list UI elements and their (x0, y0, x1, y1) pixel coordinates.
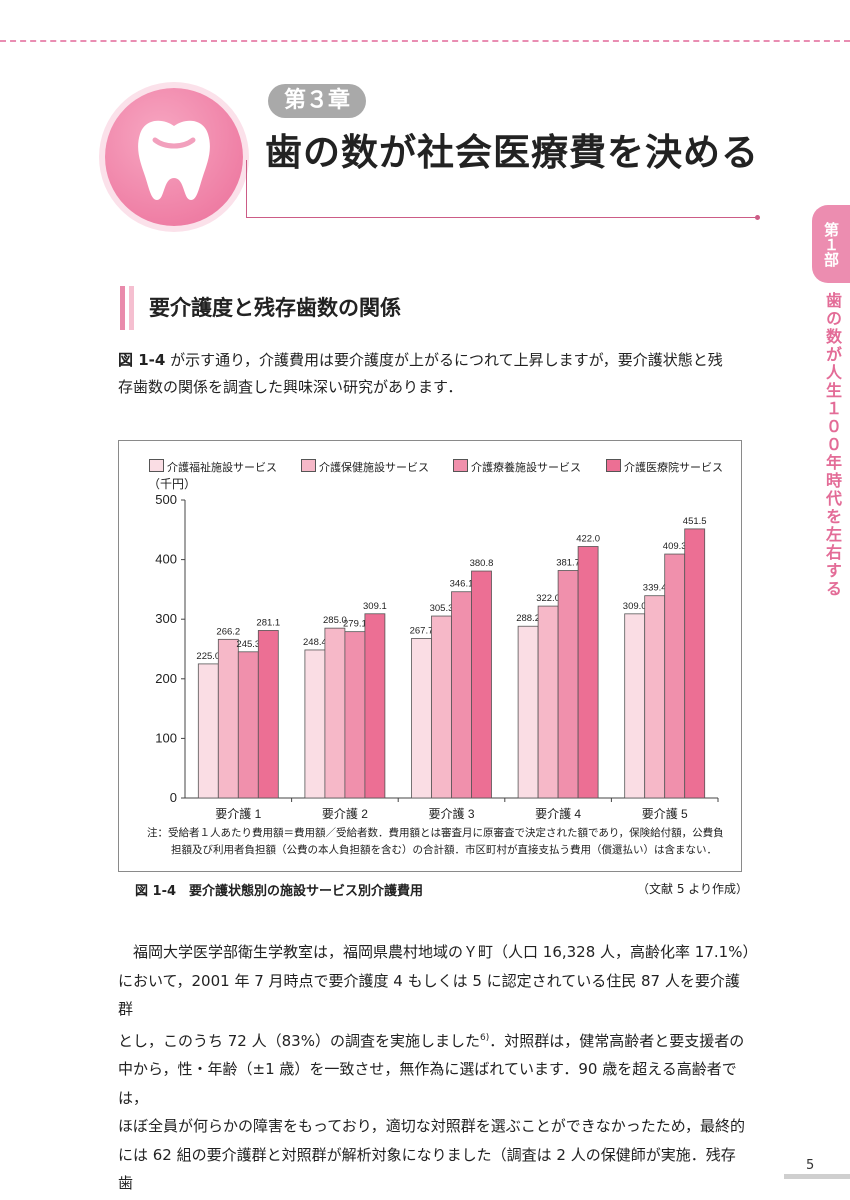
intro-line-1-text: が示す通り，介護費用は要介護度が上がるにつれて上昇しますが，要介護状態と残 (170, 351, 723, 369)
figure-reference: 図 1-4 (118, 351, 166, 369)
legend-swatch-4 (606, 459, 621, 472)
body-line-3b: ．対照群は，健常高齢者と要支援者の (489, 1031, 745, 1050)
chart-note: 注：受給者１人あたり費用額＝費用額／受給者数．費用額とは審査月に原審査で決定され… (147, 825, 727, 859)
chart-note-line-1: 注：受給者１人あたり費用額＝費用額／受給者数．費用額とは審査月に原審査で決定され… (147, 827, 724, 839)
page-number-bar (784, 1174, 850, 1179)
body-line-4: 中から，性・年齢（±1 歳）を一致させ，無作為に選ばれています．90 歳を超える… (118, 1060, 737, 1107)
section-heading: 要介護度と残存歯数の関係 (149, 296, 401, 320)
legend-item-3: 介護療養施設サービス (453, 459, 581, 475)
tooth-icon (105, 88, 243, 226)
part-tab: 第１部 (812, 205, 850, 283)
page-number: 5 (806, 1158, 815, 1173)
legend-label-2: 介護保健施設サービス (319, 461, 429, 474)
body-line-1: 福岡大学医学部衛生学教室は，福岡県農村地域のＹ町（人口 16,328 人，高齢化… (133, 943, 758, 961)
legend-swatch-2 (301, 459, 316, 472)
title-rule-dot (755, 215, 760, 220)
legend-item-2: 介護保健施設サービス (301, 459, 429, 475)
part-label: 第１部 (822, 221, 840, 267)
chart-note-line-2: 担額及び利用者負担額（公費の本人負担額を含む）の合計額．市区町村が直接支払う費用… (171, 844, 717, 856)
body-line-6: には 62 組の要介護群と対照群が解析対象になりました（調査は 2 人の保健師が… (118, 1145, 736, 1193)
part-title: 歯の数が人生１００年時代を左右する (823, 292, 842, 598)
chapter-title: 歯の数が社会医療費を決める (265, 131, 759, 174)
chapter-badge: 第３章 (268, 84, 367, 118)
top-dashed-border (0, 40, 850, 42)
body-line-5: ほぼ全員が何らかの障害をもっており，適切な対照群を選ぶことができなかったため，最… (118, 1117, 746, 1135)
citation-superscript: 6) (479, 1032, 490, 1043)
figure-caption: 図 1-4 要介護状態別の施設サービス別介護費用 (135, 884, 424, 899)
intro-paragraph: 図 1-4 が示す通り，介護費用は要介護度が上がるにつれて上昇しますが，要介護状… (118, 347, 750, 401)
figure-source: （文献 5 より作成） (637, 882, 749, 896)
legend-label-1: 介護福祉施設サービス (167, 461, 277, 474)
body-line-3a: とし，このうち 72 人（83%）の調査を実施しました (118, 1031, 480, 1050)
legend-item-1: 介護福祉施設サービス (149, 459, 277, 475)
figure-frame (118, 440, 742, 872)
intro-line-1: 図 1-4 が示す通り，介護費用は要介護度が上がるにつれて上昇しますが，要介護状… (118, 347, 750, 374)
body-paragraph: 福岡大学医学部衛生学教室は，福岡県農村地域のＹ町（人口 16,328 人，高齢化… (118, 938, 758, 1198)
legend-item-4: 介護医療院サービス (606, 459, 723, 475)
legend-swatch-3 (453, 459, 468, 472)
intro-line-2: 存歯数の関係を調査した興味深い研究があります． (118, 378, 463, 396)
body-line-3: とし，このうち 72 人（83%）の調査を実施しました6)．対照群は，健常高齢者… (118, 1024, 750, 1056)
title-rule-horizontal (246, 217, 758, 218)
legend-label-3: 介護療養施設サービス (471, 461, 581, 474)
title-rule-vertical (246, 160, 247, 218)
legend-label-4: 介護医療院サービス (624, 461, 723, 474)
legend-swatch-1 (149, 459, 164, 472)
body-line-2: において，2001 年 7 月時点で要介護度 4 もしくは 5 に認定されている… (118, 971, 740, 1019)
